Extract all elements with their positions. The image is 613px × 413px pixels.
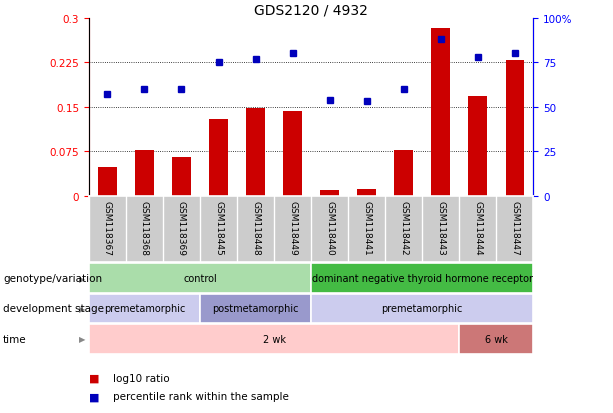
Text: ▶: ▶ [79, 274, 86, 283]
Text: GSM118448: GSM118448 [251, 200, 260, 255]
Text: premetamorphic: premetamorphic [381, 304, 463, 313]
Text: GSM118441: GSM118441 [362, 200, 371, 255]
Bar [89, 324, 459, 354]
Text: ■: ■ [89, 373, 99, 383]
Bar [172, 158, 191, 196]
Bar [89, 294, 200, 323]
Bar [283, 112, 302, 196]
Bar [200, 294, 311, 323]
Text: GSM118449: GSM118449 [288, 200, 297, 255]
Text: control: control [183, 273, 217, 283]
Bar [459, 324, 533, 354]
Text: 2 wk: 2 wk [262, 334, 286, 344]
Text: log10 ratio: log10 ratio [113, 373, 170, 383]
Bar [311, 294, 533, 323]
Text: postmetamorphic: postmetamorphic [212, 304, 299, 313]
Bar [468, 97, 487, 196]
Text: percentile rank within the sample: percentile rank within the sample [113, 392, 289, 401]
Text: GSM118443: GSM118443 [436, 200, 445, 255]
Title: GDS2120 / 4932: GDS2120 / 4932 [254, 3, 368, 17]
Text: GSM118440: GSM118440 [325, 200, 334, 255]
Text: GSM118369: GSM118369 [177, 200, 186, 255]
Bar [357, 189, 376, 196]
Text: development stage: development stage [3, 304, 104, 313]
Bar [246, 109, 265, 196]
Text: dominant negative thyroid hormone receptor: dominant negative thyroid hormone recept… [311, 273, 533, 283]
Text: GSM118445: GSM118445 [214, 200, 223, 255]
Text: GSM118447: GSM118447 [510, 200, 519, 255]
Text: 6 wk: 6 wk [485, 334, 508, 344]
Text: GSM118368: GSM118368 [140, 200, 149, 255]
Text: genotype/variation: genotype/variation [3, 273, 102, 283]
Bar [311, 263, 533, 293]
Text: time: time [3, 334, 27, 344]
Bar [432, 29, 450, 196]
Text: ■: ■ [89, 392, 99, 401]
Bar [89, 263, 311, 293]
Bar [321, 190, 339, 196]
Text: ▶: ▶ [79, 304, 86, 313]
Bar [209, 119, 228, 196]
Bar [506, 61, 524, 196]
Bar [98, 168, 116, 196]
Text: GSM118442: GSM118442 [399, 200, 408, 255]
Bar [394, 151, 413, 196]
Text: premetamorphic: premetamorphic [104, 304, 185, 313]
Bar [135, 151, 154, 196]
Text: GSM118444: GSM118444 [473, 200, 482, 255]
Text: ▶: ▶ [79, 335, 86, 343]
Text: GSM118367: GSM118367 [103, 200, 112, 255]
